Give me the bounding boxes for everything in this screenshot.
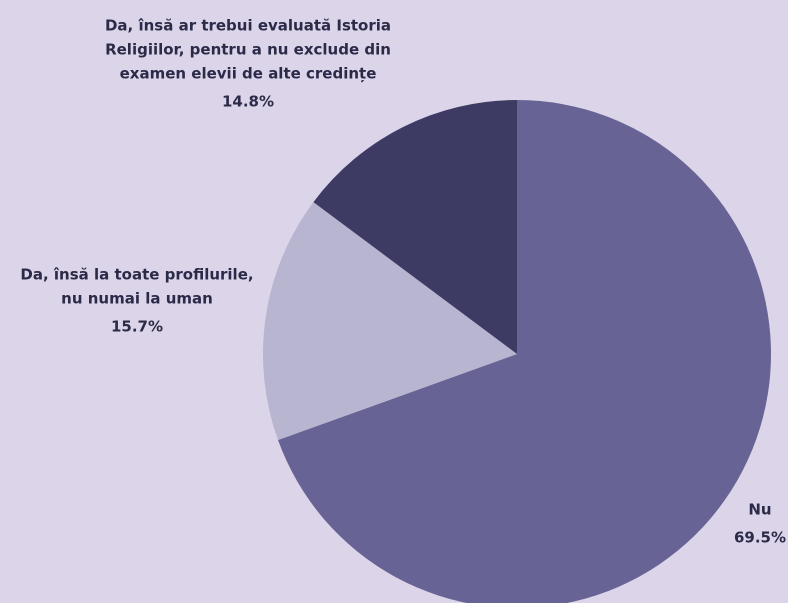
value-label: 69.5% bbox=[734, 529, 786, 547]
slice-label: nu numai la uman bbox=[61, 290, 213, 308]
pie-slice bbox=[278, 100, 771, 603]
pie-slice bbox=[313, 100, 517, 354]
pie-slice bbox=[263, 202, 517, 441]
slice-label: Nu bbox=[748, 501, 771, 519]
slice-label: Da, însă la toate profilurile, bbox=[20, 266, 253, 284]
value-label: 15.7% bbox=[111, 318, 163, 336]
slice-label: examen elevii de alte credințe bbox=[120, 65, 377, 83]
slice-label: Religiilor, pentru a nu exclude din bbox=[105, 41, 391, 59]
slice-label: Da, însă ar trebui evaluată Istoria bbox=[105, 17, 391, 35]
value-label: 14.8% bbox=[222, 93, 274, 111]
